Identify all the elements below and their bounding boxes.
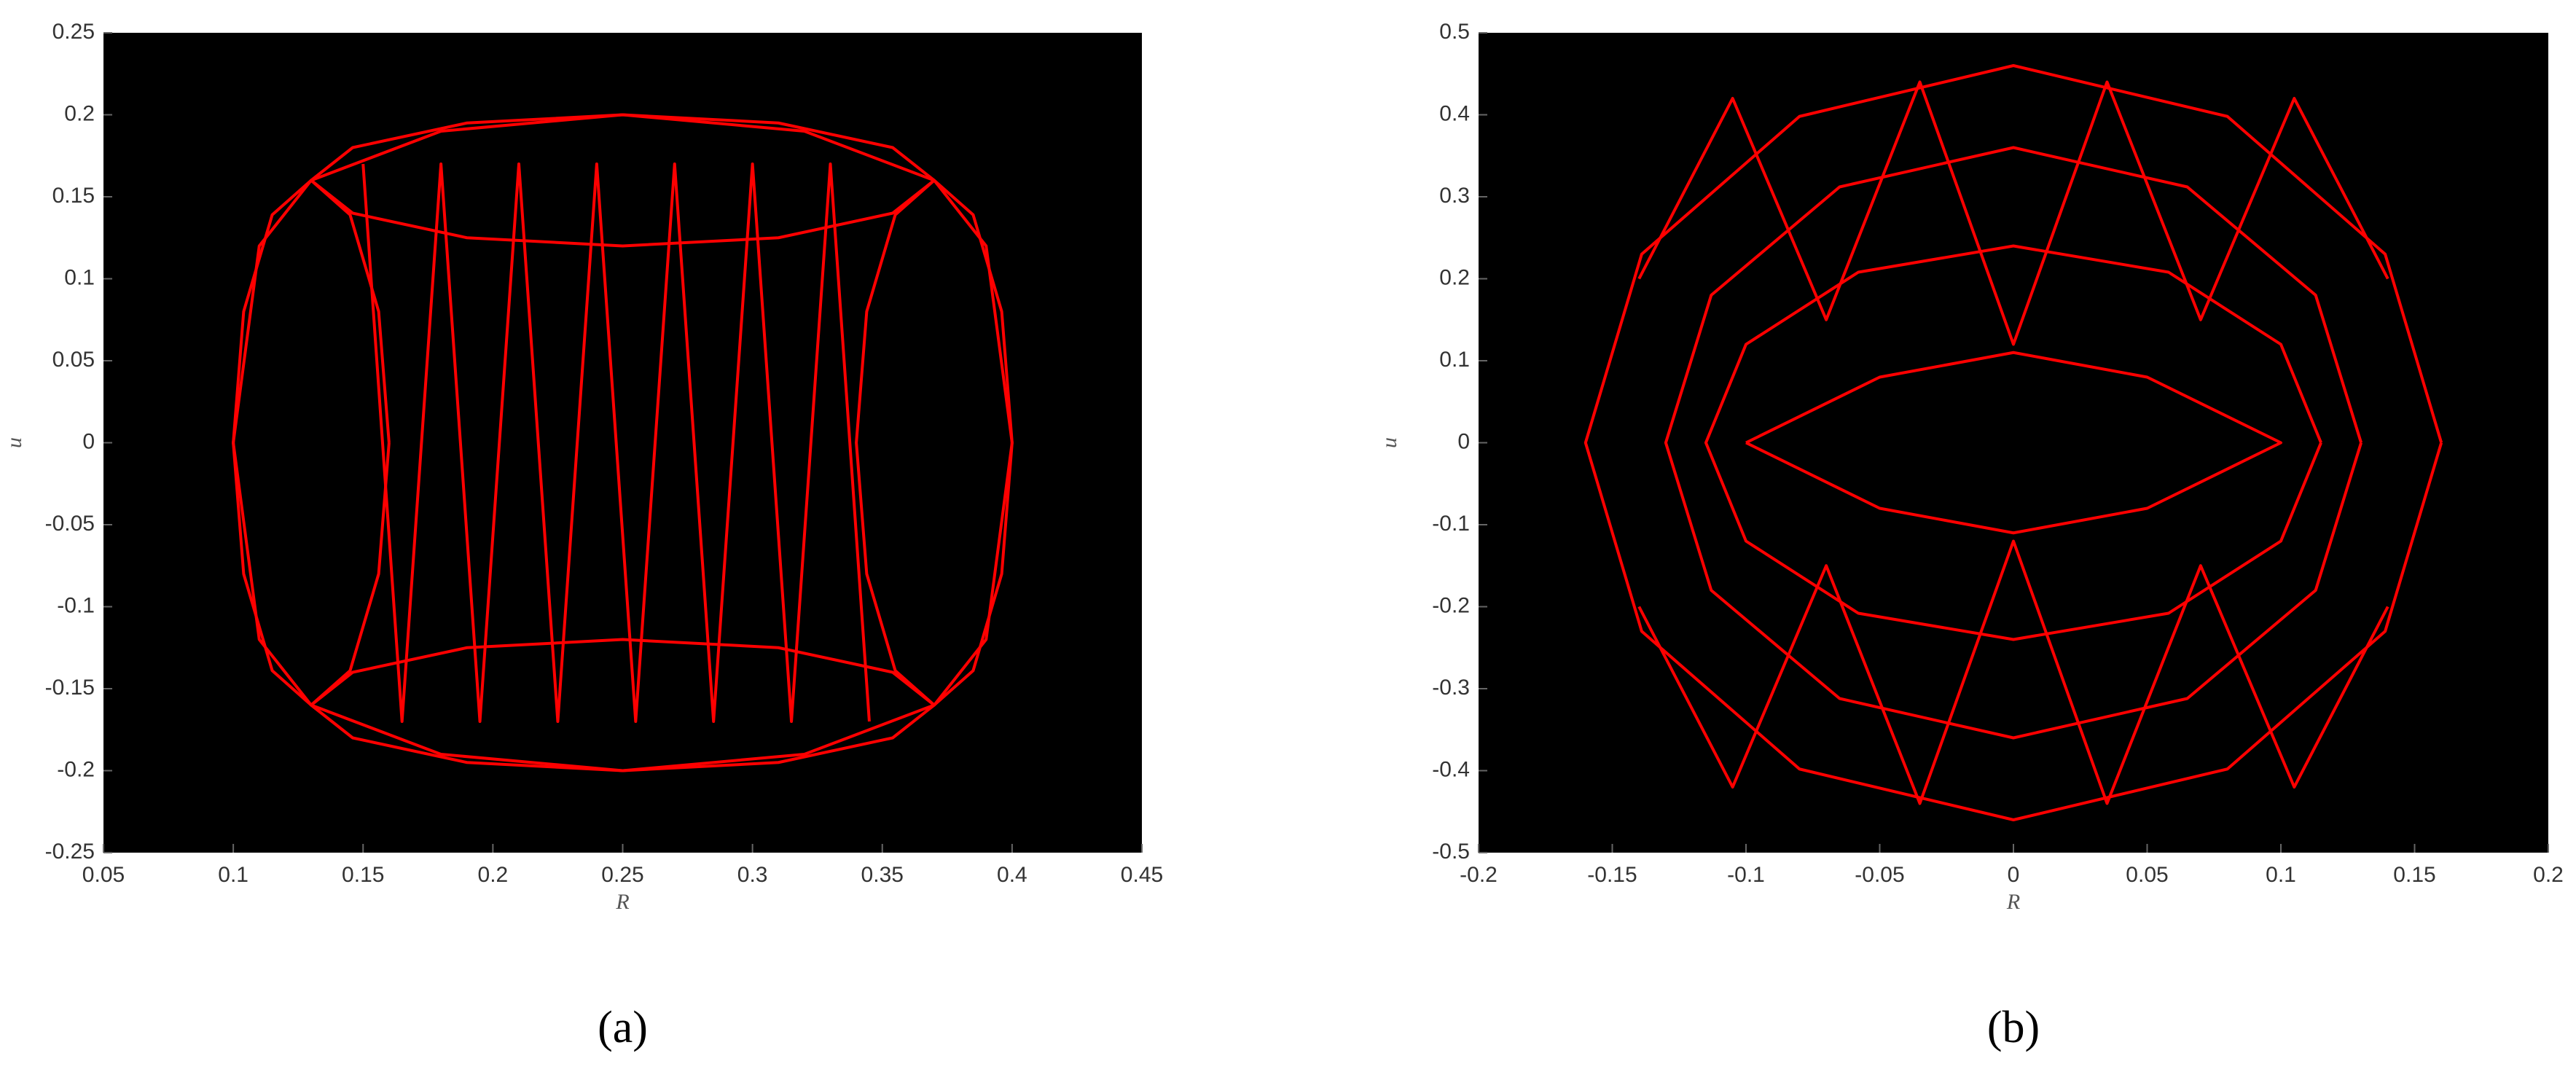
x-tick-label: 0.15 bbox=[2393, 863, 2435, 887]
x-tick-label: 0.45 bbox=[1121, 863, 1163, 887]
y-tick-label: 0.5 bbox=[1439, 20, 1470, 44]
x-tick-label: -0.2 bbox=[1460, 863, 1498, 887]
x-tick-label: 0.3 bbox=[737, 863, 768, 887]
y-tick-label: -0.5 bbox=[1432, 840, 1470, 864]
y-tick-label: 0.1 bbox=[64, 265, 95, 289]
data-line bbox=[1637, 539, 2389, 805]
x-tick-label: 0.1 bbox=[218, 863, 248, 887]
y-tick-label: -0.3 bbox=[1432, 676, 1470, 700]
panel-label: (a) bbox=[598, 1003, 648, 1052]
y-tick-label: 0.1 bbox=[1439, 348, 1470, 372]
x-tick-label: 0.1 bbox=[2266, 863, 2296, 887]
data-line bbox=[310, 113, 936, 248]
data-line bbox=[361, 163, 871, 723]
data-line bbox=[1583, 64, 2443, 821]
y-tick-label: 0.2 bbox=[64, 101, 95, 125]
plot-area bbox=[103, 33, 1142, 853]
x-tick-label: 0.15 bbox=[342, 863, 384, 887]
y-tick-label: 0 bbox=[82, 429, 95, 453]
y-tick-label: -0.1 bbox=[57, 593, 95, 617]
y-axis-label: u bbox=[2, 437, 26, 448]
y-tick-label: 0.3 bbox=[1439, 184, 1470, 208]
x-tick-label: 0 bbox=[2008, 863, 2020, 887]
y-tick-label: -0.1 bbox=[1432, 512, 1470, 536]
x-tick-label: -0.1 bbox=[1727, 863, 1765, 887]
x-tick-label: 0.2 bbox=[478, 863, 509, 887]
data-line bbox=[310, 638, 936, 772]
x-tick-label: 0.4 bbox=[997, 863, 1027, 887]
data-line bbox=[232, 179, 391, 707]
data-line bbox=[855, 179, 1014, 707]
data-line bbox=[1704, 244, 2322, 641]
data-line bbox=[1745, 351, 2282, 535]
y-tick-label: 0.4 bbox=[1439, 101, 1470, 125]
x-tick-label: -0.15 bbox=[1587, 863, 1637, 887]
plot-area bbox=[1479, 33, 2548, 853]
y-tick-label: -0.2 bbox=[57, 757, 95, 781]
y-tick-label: 0.15 bbox=[52, 184, 95, 208]
y-tick-label: -0.15 bbox=[45, 676, 95, 700]
y-tick-label: 0 bbox=[1457, 429, 1470, 453]
y-tick-label: -0.05 bbox=[45, 512, 95, 536]
x-tick-label: 0.35 bbox=[861, 863, 904, 887]
panel-label: (b) bbox=[1987, 1003, 2040, 1052]
x-tick-label: 0.05 bbox=[2126, 863, 2168, 887]
y-axis-label: u bbox=[1377, 437, 1401, 448]
y-tick-label: -0.25 bbox=[45, 840, 95, 864]
y-tick-label: -0.4 bbox=[1432, 757, 1470, 781]
x-tick-label: -0.05 bbox=[1855, 863, 1904, 887]
x-tick-label: 0.25 bbox=[601, 863, 643, 887]
x-axis-label: R bbox=[615, 890, 629, 914]
y-tick-label: 0.05 bbox=[52, 348, 95, 372]
y-tick-label: 0.25 bbox=[52, 20, 95, 44]
data-line bbox=[1637, 80, 2389, 346]
y-tick-label: 0.2 bbox=[1439, 265, 1470, 289]
x-tick-label: 0.05 bbox=[82, 863, 125, 887]
data-line bbox=[1664, 146, 2363, 740]
x-tick-label: 0.2 bbox=[2533, 863, 2564, 887]
y-tick-label: -0.2 bbox=[1432, 593, 1470, 617]
x-axis-label: R bbox=[2006, 890, 2020, 914]
